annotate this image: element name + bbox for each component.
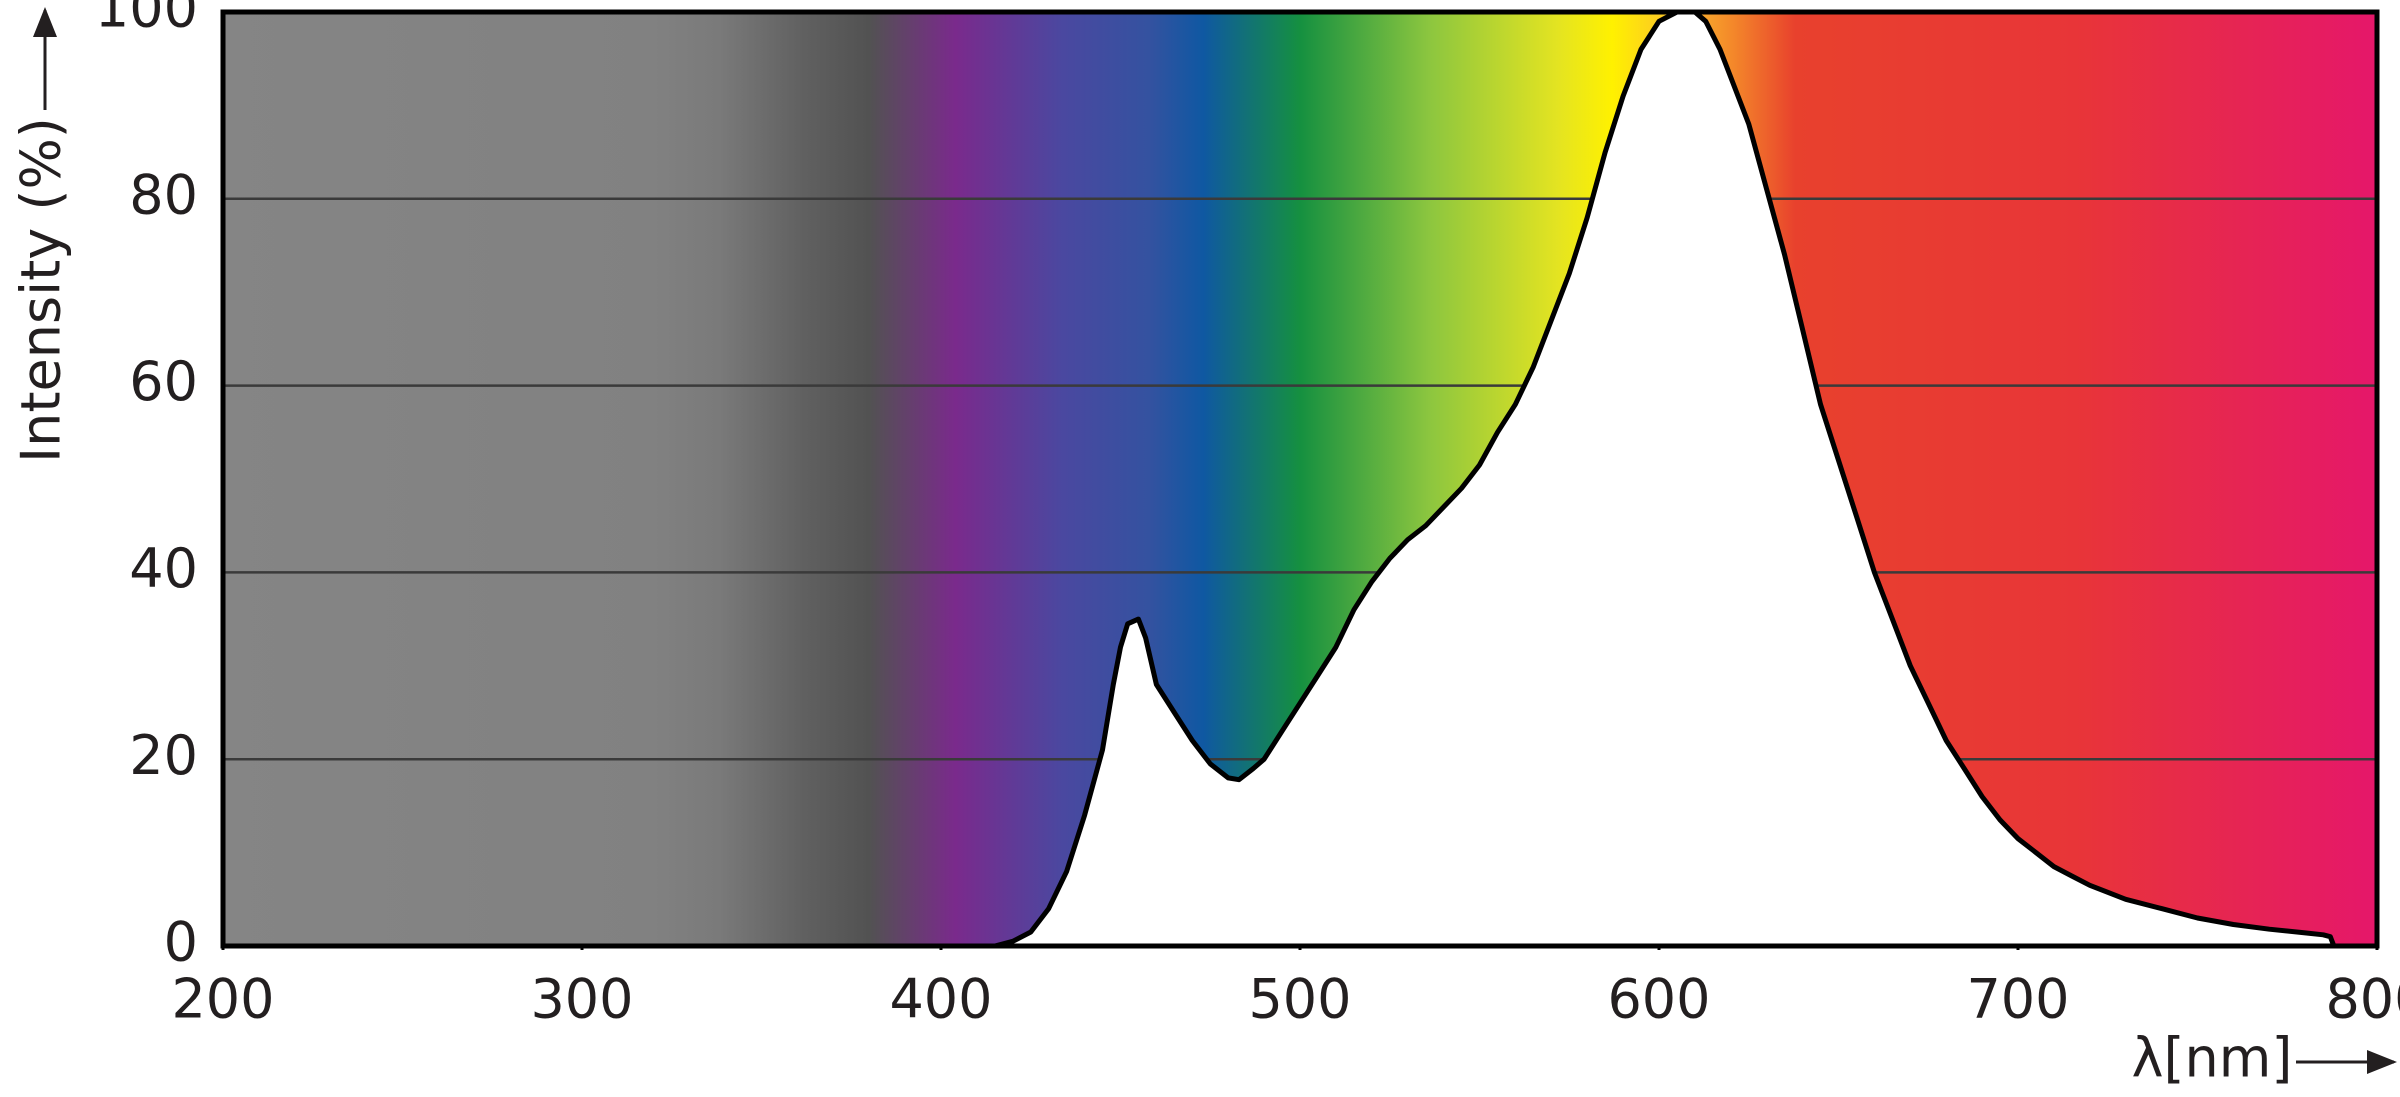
y-tick-label: 0 (164, 911, 198, 974)
x-tick-label: 200 (171, 968, 274, 1031)
y-tick-label: 60 (129, 350, 198, 413)
area-fill (994, 12, 2334, 946)
x-tick-label: 800 (2325, 968, 2400, 1031)
x-tick-label: 600 (1607, 968, 1710, 1031)
x-tick-label: 400 (889, 968, 992, 1031)
y-tick-label: 40 (129, 537, 198, 600)
y-tick-label: 80 (129, 163, 198, 226)
x-tick-label: 700 (1966, 968, 2069, 1031)
y-tick-label: 20 (129, 724, 198, 787)
x-axis-title: λ[nm] (2132, 1027, 2293, 1090)
spectrum-line (994, 9, 2337, 949)
y-axis-title: Intensity (%) (10, 117, 73, 463)
x-tick-label: 500 (1248, 968, 1351, 1031)
y-tick-label: 100 (95, 0, 198, 40)
x-tick-label: 300 (530, 968, 633, 1031)
